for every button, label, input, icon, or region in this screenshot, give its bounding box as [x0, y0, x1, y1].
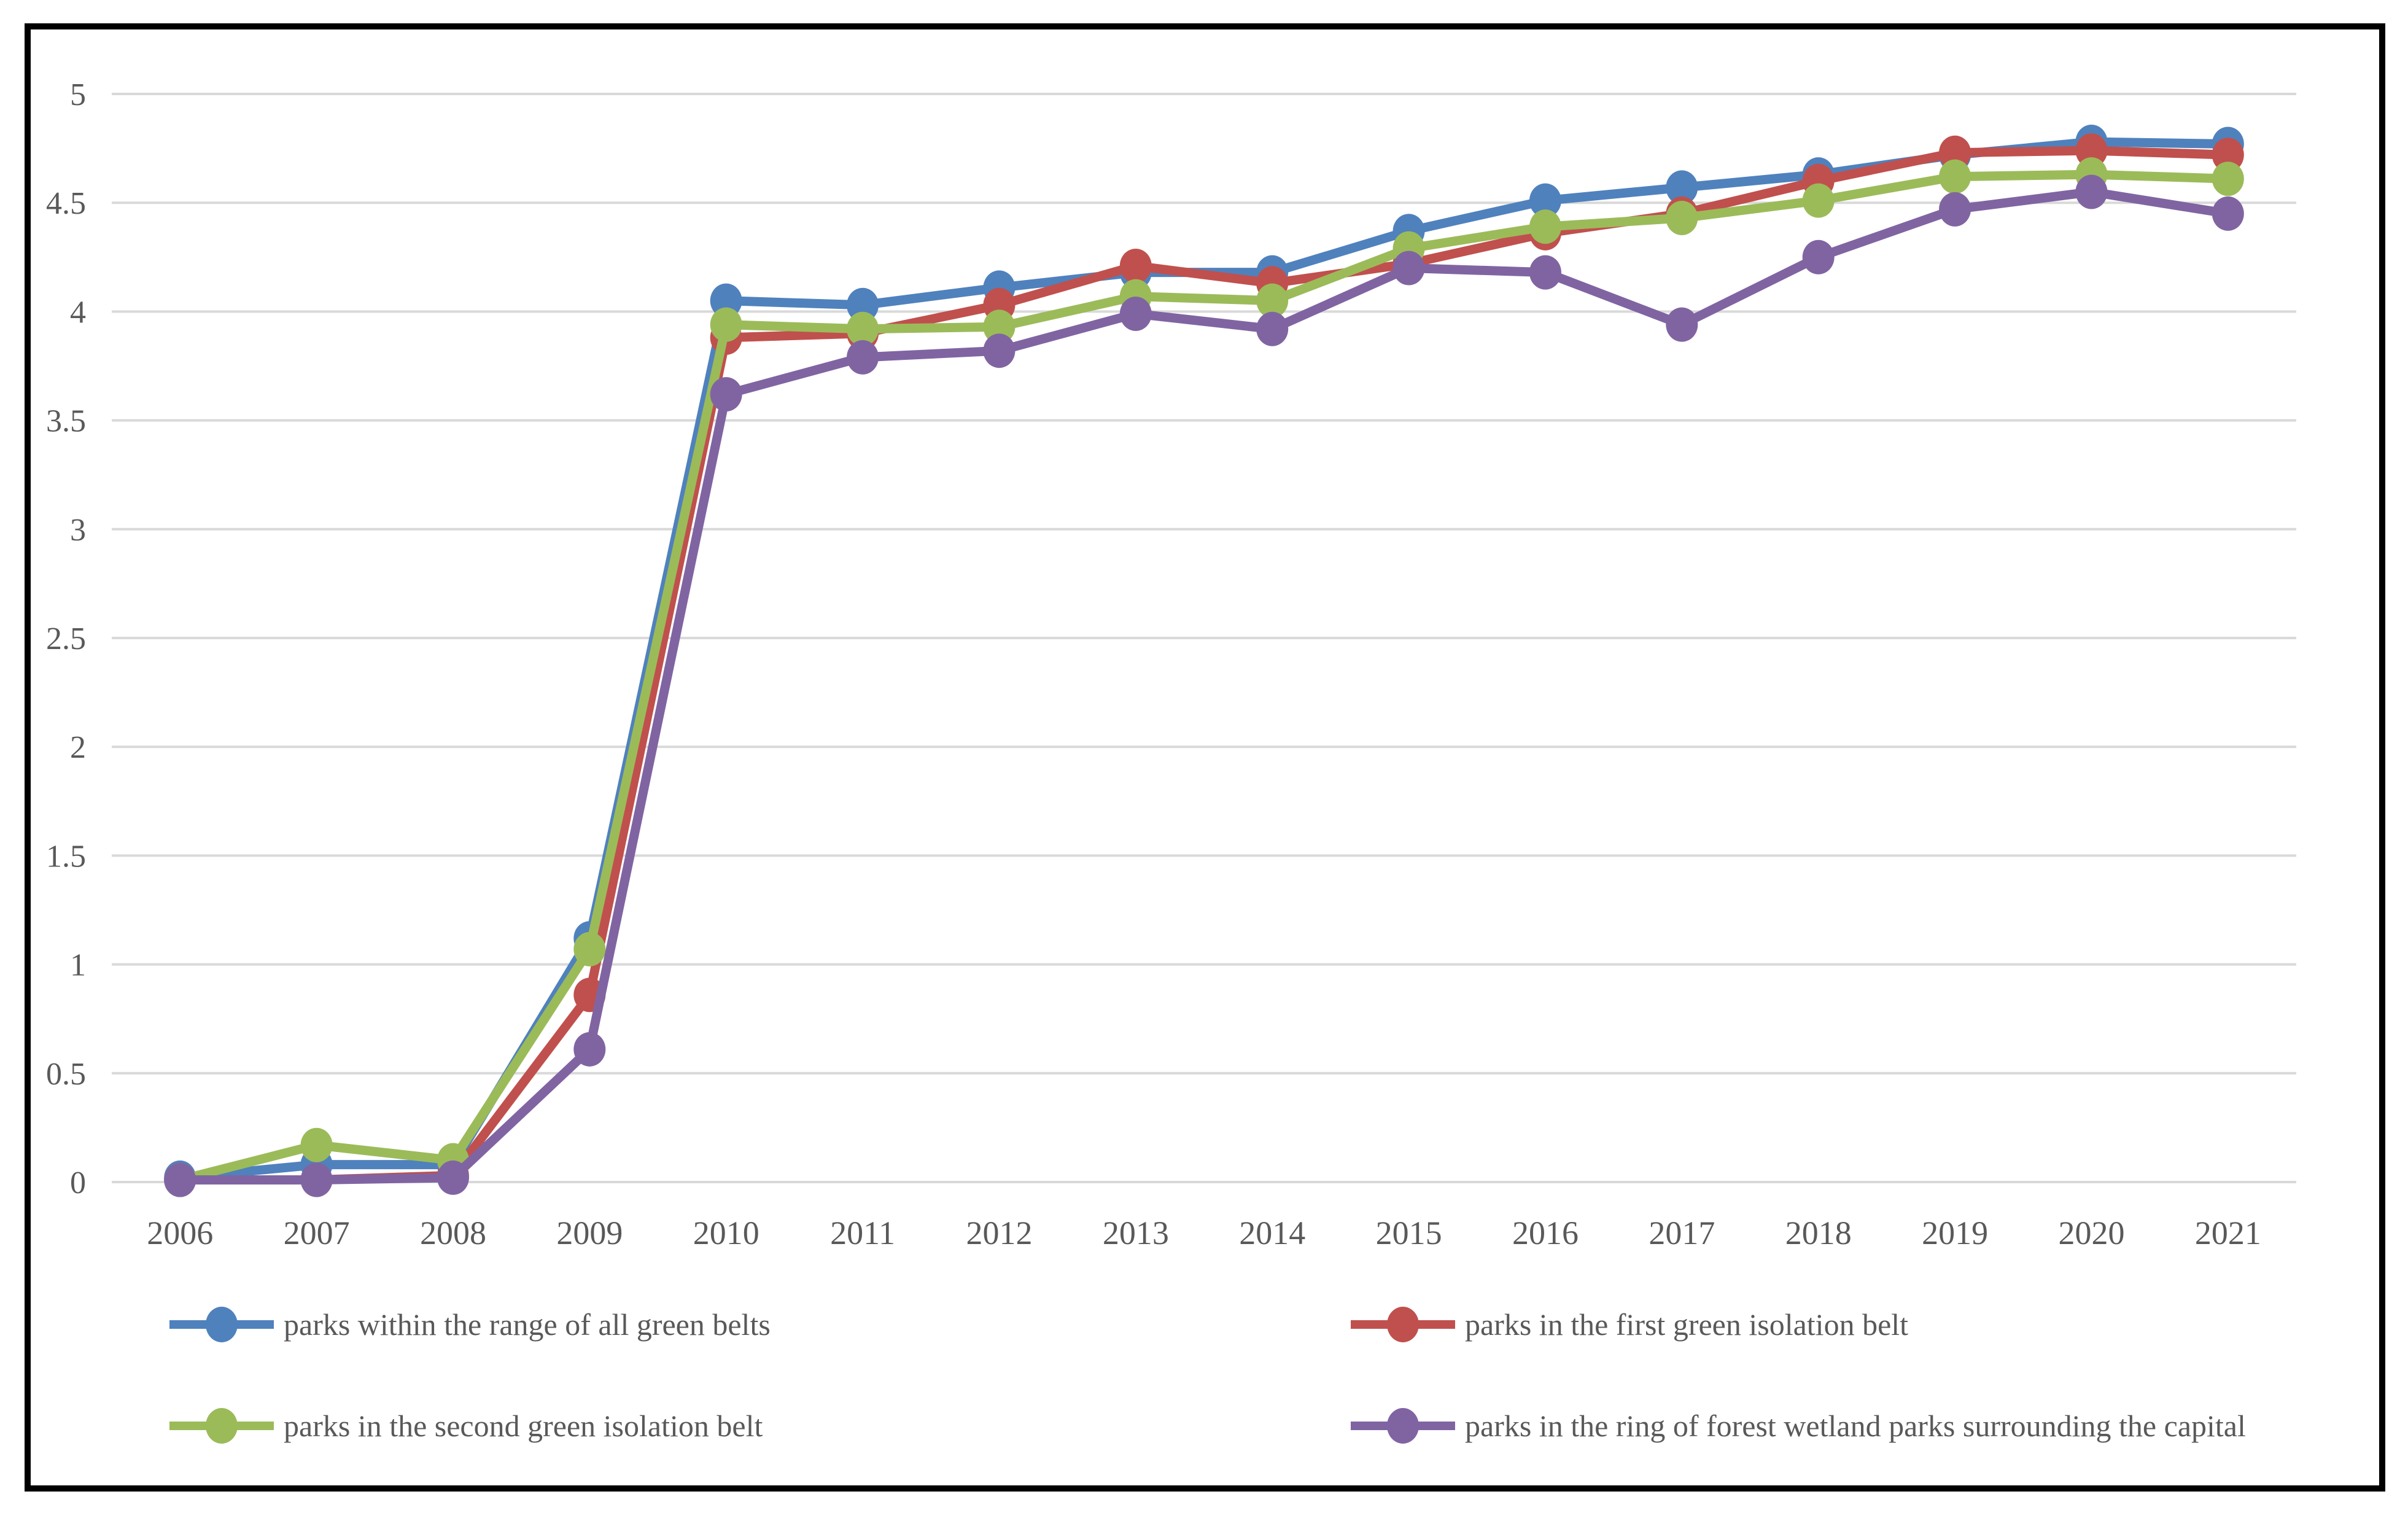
data-point-marker: [164, 1162, 196, 1197]
data-point-marker: [983, 309, 1016, 344]
legend-marker-red: [1351, 1305, 1455, 1344]
x-tick-label: 2012: [966, 1215, 1032, 1251]
series-line: [175, 187, 2233, 1185]
y-tick-label: 0: [70, 1165, 86, 1200]
data-point-marker: [1256, 283, 1289, 318]
legend-label: parks in the first green isolation belt: [1465, 1307, 1909, 1342]
x-tick-label: 2013: [1103, 1215, 1169, 1251]
legend-item-first-green-isolation-belt: parks in the first green isolation belt: [1351, 1305, 1908, 1344]
x-tick-label: 2010: [693, 1215, 759, 1251]
x-tick-label: 2017: [1649, 1215, 1715, 1251]
x-tick-label: 2021: [2195, 1215, 2261, 1251]
x-tick-label: 2007: [284, 1215, 350, 1251]
data-point-marker: [710, 377, 742, 412]
legend-label: parks in the ring of forest wetland park…: [1465, 1409, 2246, 1443]
y-tick-label: 0.5: [46, 1057, 86, 1092]
data-point-marker: [710, 283, 742, 318]
legend-marker-purple: [1351, 1406, 1455, 1445]
data-point-marker: [1529, 255, 1561, 290]
x-tick-label: 2019: [1922, 1215, 1988, 1251]
data-point-marker: [1119, 296, 1152, 331]
data-point-marker: [1939, 135, 1971, 170]
x-tick-label: 2016: [1512, 1215, 1579, 1251]
y-tick-label: 2.5: [46, 621, 86, 656]
data-point-marker: [573, 1032, 606, 1067]
y-tick-label: 4: [70, 295, 86, 330]
data-point-marker: [1666, 307, 1698, 342]
data-point-marker: [2075, 174, 2108, 209]
data-point-marker: [2212, 161, 2244, 196]
y-tick-label: 4.5: [46, 186, 86, 221]
data-point-marker: [710, 307, 742, 342]
data-point-marker: [847, 340, 879, 375]
y-tick-label: 1: [70, 948, 86, 983]
y-tick-label: 5: [70, 77, 86, 112]
data-point-marker: [300, 1162, 333, 1197]
data-point-marker: [1939, 192, 1971, 227]
legend-label: parks within the range of all green belt…: [284, 1307, 771, 1342]
x-tick-label: 2011: [830, 1215, 895, 1251]
data-point-marker: [300, 1127, 333, 1162]
data-point-marker: [1802, 183, 1835, 218]
data-point-marker: [1802, 239, 1835, 274]
series-line: [175, 146, 2233, 1185]
x-tick-label: 2009: [556, 1215, 623, 1251]
data-point-marker: [437, 1160, 469, 1195]
x-tick-label: 2015: [1376, 1215, 1442, 1251]
data-point-marker: [983, 333, 1016, 368]
legend-item-all-green-belts: parks within the range of all green belt…: [169, 1305, 771, 1344]
data-point-marker: [2212, 138, 2244, 173]
legend-label: parks in the second green isolation belt: [284, 1409, 763, 1443]
x-tick-label: 2008: [420, 1215, 486, 1251]
data-point-marker: [2075, 133, 2108, 168]
data-point-marker: [2212, 196, 2244, 231]
x-tick-label: 2020: [2058, 1215, 2124, 1251]
y-tick-label: 1.5: [46, 839, 86, 874]
data-point-marker: [1119, 248, 1152, 283]
data-point-marker: [1529, 209, 1561, 244]
data-point-marker: [1939, 159, 1971, 194]
data-point-marker: [847, 287, 879, 322]
x-tick-label: 2006: [147, 1215, 213, 1251]
legend-marker-green: [169, 1406, 274, 1445]
data-point-marker: [1529, 183, 1561, 218]
x-tick-label: 2018: [1785, 1215, 1852, 1251]
y-tick-label: 2: [70, 730, 86, 765]
data-point-marker: [573, 932, 606, 967]
data-point-marker: [847, 311, 879, 346]
y-tick-label: 3: [70, 513, 86, 548]
legend-item-second-green-isolation-belt: parks in the second green isolation belt: [169, 1406, 763, 1445]
data-point-marker: [1666, 170, 1698, 205]
y-tick-label: 3.5: [46, 404, 86, 439]
legend-marker-blue: [169, 1305, 274, 1344]
data-point-marker: [1392, 251, 1425, 286]
x-tick-label: 2014: [1239, 1215, 1305, 1251]
series-line: [175, 169, 2233, 1185]
data-point-marker: [1666, 201, 1698, 236]
legend-item-forest-wetland-ring: parks in the ring of forest wetland park…: [1351, 1406, 2246, 1445]
data-point-marker: [1256, 311, 1289, 346]
